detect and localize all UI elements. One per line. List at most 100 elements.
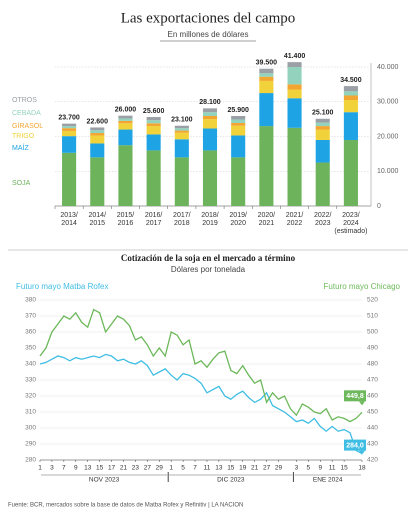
x-tick-label: 1 <box>169 465 173 472</box>
y2-tick-label: 520 <box>367 297 378 304</box>
x-tick-label: 11 <box>204 465 211 472</box>
bar-segment <box>62 123 77 127</box>
bar-segment <box>118 123 133 130</box>
bar-segment <box>90 135 105 144</box>
legend-label: MAÍZ <box>12 143 29 152</box>
bar-segment <box>287 84 302 90</box>
bar-segment <box>202 119 218 129</box>
x-tick-label: 17 <box>108 465 116 472</box>
total-label: 26.000 <box>115 106 137 113</box>
x-tick-label: 15 <box>96 465 104 472</box>
bar-segment <box>90 130 105 134</box>
bar-segment <box>146 120 161 124</box>
x-tick-label: 9 <box>318 465 322 472</box>
bar-segment <box>90 157 105 206</box>
y-tick-label: 290 <box>25 441 36 448</box>
x-tick-label: 15 <box>340 465 348 472</box>
y2-tick-label: 440 <box>367 425 378 432</box>
y-tick-label: 350 <box>25 345 36 352</box>
bar-segment <box>146 123 161 127</box>
bar-segment <box>315 122 330 127</box>
bar-segment <box>231 122 246 126</box>
y-tick-label: 380 <box>25 297 36 304</box>
legend-label: Futuro mayo Matba Rofex <box>16 282 108 291</box>
y-tick-label: 0 <box>377 203 381 210</box>
bar-segment <box>287 127 302 206</box>
bar-segment <box>174 132 189 140</box>
y-tick-label: 280 <box>25 457 36 464</box>
total-label: 25.100 <box>312 110 334 117</box>
x-tick-label: 2015 <box>89 220 105 227</box>
bar-segment <box>259 93 274 127</box>
x-tick-label: 9 <box>74 465 78 472</box>
x-tick-label: 5 <box>307 465 311 472</box>
y-tick-label: 310 <box>25 409 36 416</box>
bar-segment <box>90 133 105 136</box>
bar-segment <box>202 108 218 113</box>
x-tick-label: 2014 <box>61 220 77 227</box>
bar-segment <box>90 143 105 158</box>
y2-tick-label: 490 <box>367 345 378 352</box>
x-tick-label: 2019 <box>202 220 218 227</box>
end-label-pointer <box>359 450 365 455</box>
bar-segment <box>259 73 274 77</box>
x-tick-label: 5 <box>181 465 185 472</box>
y-tick-label: 20.000 <box>377 133 399 140</box>
x-tick-label: 2017 <box>146 220 162 227</box>
bar-segment <box>287 98 302 128</box>
bar-segment <box>118 120 133 124</box>
chart-title: Cotización de la soja en el mercado a té… <box>121 253 296 263</box>
x-tick-label: 2021/ <box>286 212 304 219</box>
x-tick-label: 2022/ <box>314 212 332 219</box>
end-label: 449,8 <box>346 393 364 400</box>
bar-segment <box>259 68 274 74</box>
legend-label: SOJA <box>12 180 31 187</box>
y-tick-label: 330 <box>25 377 36 384</box>
bar-segment <box>202 115 218 120</box>
bar-segment <box>287 89 302 99</box>
bar-segment <box>315 139 330 163</box>
month-label: ENE 2024 <box>313 477 343 484</box>
y2-tick-label: 460 <box>367 393 378 400</box>
source: Fuente: BCR, mercados sobre la base de d… <box>8 503 243 509</box>
x-tick-label: 29 <box>156 465 164 472</box>
y2-tick-label: 430 <box>367 441 378 448</box>
x-tick-label: 2021 <box>259 220 275 227</box>
bar-segment <box>118 129 133 146</box>
y2-tick-label: 420 <box>367 457 378 464</box>
legend-label: Futuro mayo Chicago <box>324 282 401 291</box>
x-tick-label: 2018 <box>174 220 190 227</box>
y2-tick-label: 470 <box>367 377 378 384</box>
x-tick-label: 11 <box>329 465 336 472</box>
total-label: 39.500 <box>256 60 278 67</box>
x-tick-label: 7 <box>193 465 197 472</box>
bar-segment <box>174 128 189 131</box>
bar-segment <box>287 62 302 67</box>
bar-segment <box>315 126 330 130</box>
bar-segment <box>146 117 161 121</box>
end-label-box <box>344 390 366 402</box>
bar-segment <box>315 118 330 123</box>
x-tick-label: 2023/ <box>342 212 360 219</box>
x-tick-label: 2013/ <box>60 212 78 219</box>
x-tick-label: 2024 <box>343 220 359 227</box>
y2-tick-label: 500 <box>367 329 378 336</box>
x-tick-label: 2020/ <box>258 212 276 219</box>
x-tick-label: 3 <box>50 465 54 472</box>
bar-segment <box>90 127 105 131</box>
bar-segment <box>62 126 77 129</box>
x-tick-label: 29 <box>275 465 283 472</box>
bar-segment <box>146 134 161 151</box>
x-tick-label: 19 <box>239 465 247 472</box>
x-tick-label: 21 <box>251 465 259 472</box>
x-tick-label: 1 <box>38 465 42 472</box>
x-tick-label: 13 <box>84 465 92 472</box>
bar-segment <box>202 150 218 206</box>
bar-segment <box>202 112 218 116</box>
chart-subtitle: Dólares por tonelada <box>171 265 246 274</box>
bar-segment <box>259 80 274 94</box>
y-tick-label: 40.000 <box>377 64 399 71</box>
bar-segment <box>231 119 246 123</box>
legend-label: TRIGO <box>12 133 35 140</box>
